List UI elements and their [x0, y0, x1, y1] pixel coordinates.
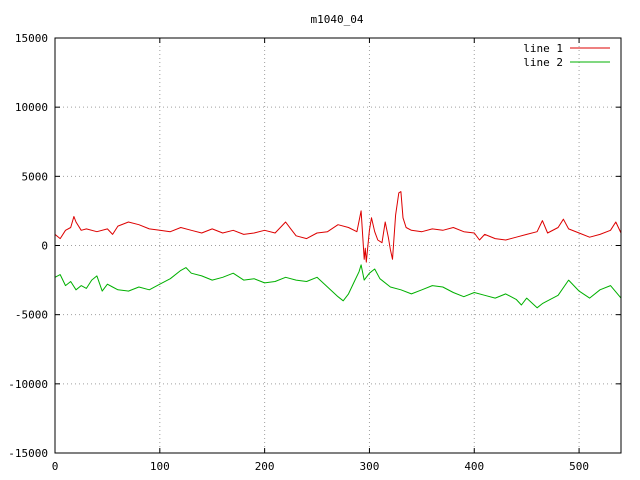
x-tick-label: 0: [52, 460, 59, 473]
axis-ticks: 0 100 200 300 400 500 -15000 -10000 -5000 0 5000 10…: [8, 32, 621, 473]
legend-label-2: line 2: [523, 56, 563, 69]
grid-lines: [55, 38, 621, 453]
plot-series: [54, 191, 622, 309]
x-tick-label: 100: [150, 460, 170, 473]
y-tick-label: 5000: [22, 170, 49, 183]
series-line-2: [54, 264, 622, 309]
y-tick-label: 0: [41, 240, 48, 253]
y-tick-label: 10000: [15, 101, 48, 114]
x-tick-label: 200: [255, 460, 275, 473]
x-tick-label: 400: [464, 460, 484, 473]
legend-label-1: line 1: [523, 42, 563, 55]
y-tick-label: -15000: [8, 447, 48, 460]
chart-title: m1040_04: [311, 13, 364, 26]
y-tick-label: -5000: [15, 309, 48, 322]
y-tick-label: 15000: [15, 32, 48, 45]
x-tick-label: 500: [569, 460, 589, 473]
y-tick-label: -10000: [8, 378, 48, 391]
series-line-1: [54, 191, 622, 263]
x-tick-label: 300: [360, 460, 380, 473]
